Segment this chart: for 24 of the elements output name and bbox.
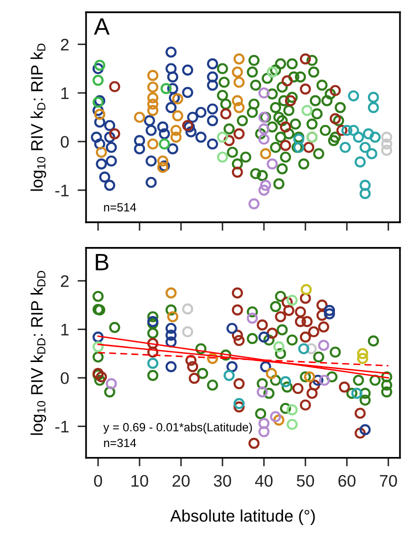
y-tick-label: 2 xyxy=(60,38,69,50)
y-axis-title: log$_{10}$ RIV k$_{DD}$: RIP k$_{DD}$ xyxy=(30,270,46,435)
y-tick-label: 0 xyxy=(60,136,69,148)
x-tick-label: 20 xyxy=(172,474,190,487)
y-tick-label: 2 xyxy=(60,275,69,287)
annotation: A xyxy=(94,18,110,35)
annotation: n=514 xyxy=(104,203,136,212)
x-tick-label: 40 xyxy=(255,474,273,487)
annotation: y = 0.69 - 0.01*abs(Latitude) xyxy=(103,422,252,434)
y-tick-label: 1 xyxy=(61,324,69,336)
x-tick-label: 70 xyxy=(380,474,397,487)
x-tick-label: 30 xyxy=(214,474,232,487)
annotation: B xyxy=(96,254,108,270)
x-tick-label: 0 xyxy=(94,474,102,487)
x-tick-label: 60 xyxy=(338,474,356,487)
y-tick-label: -1 xyxy=(55,184,69,196)
annotation: n=314 xyxy=(104,438,136,448)
y-tick-label: 1 xyxy=(61,88,69,99)
y-axis-title: log$_{10}$ RIV k$_{D}$: RIP k$_{D}$ xyxy=(30,44,46,191)
y-tick-label: -1 xyxy=(55,420,69,432)
x-tick-label: 50 xyxy=(296,474,314,487)
x-tick-label: 10 xyxy=(132,474,148,487)
y-tick-label: 0 xyxy=(60,372,69,384)
x-axis-title: Absolute latitude (°) xyxy=(170,510,315,526)
